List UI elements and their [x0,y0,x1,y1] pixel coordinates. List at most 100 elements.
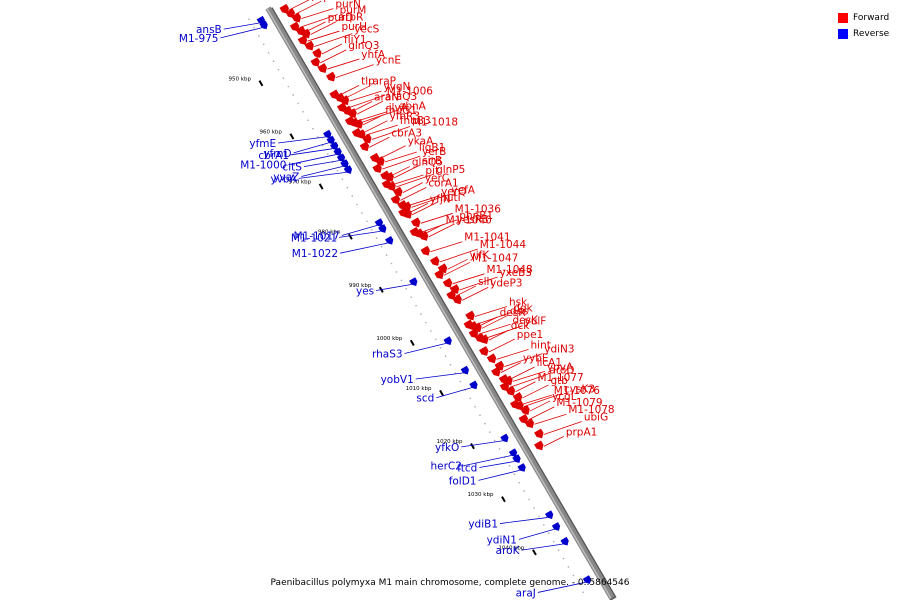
map-caption: Paenibacillus polymyxa M1 main chromosom… [270,578,630,588]
gene-arrow [512,392,523,402]
forward-gene-label: purF [323,0,347,3]
leader-line [402,182,423,193]
tick-label: 960 kbp [259,129,282,135]
forward-gene-label: purN [335,0,361,11]
leader-line [384,151,418,163]
gene-arrow [393,186,403,197]
gene-arrow [500,433,509,443]
gene-arrow [326,135,335,145]
gene-arrow [518,413,529,424]
forward-gene-label: araP [372,76,396,88]
reverse-gene-label: yfkO [435,442,459,454]
forward-gene-label: M1-1006 [387,85,434,97]
tick-label: 1010 kbp [406,386,432,392]
gene-arrow [465,310,475,321]
leader-line [461,440,503,448]
reverse-gene-label: ansB [196,24,222,36]
leader-line [523,393,563,407]
reverse-gene-label: citS [282,162,302,174]
leader-line [320,49,347,64]
forward-gene-label: prpA1 [566,426,598,438]
leader-line [376,284,412,291]
gene-arrow [560,536,569,546]
leader-line [406,195,440,207]
leader-line [295,0,322,15]
leader-line [301,8,334,19]
forward-gene-label: gtb [551,375,569,387]
forward-gene-label: hutI [440,192,461,204]
reverse-gene-label: yvaZ [273,171,299,183]
forward-gene-label: ydeP3 [490,277,522,289]
leader-line [459,276,498,291]
reverse-gene-label: araJ [516,587,536,599]
tick-mark [501,496,506,503]
leader-line [351,101,373,112]
gene-arrow [460,365,469,375]
leader-line [298,171,346,179]
forward-gene-label: yhfA [361,49,386,61]
gene-arrow [385,235,394,245]
forward-gene-label: aroD [549,364,574,376]
leader-line [496,348,529,360]
leader-line [529,400,551,412]
leader-line [223,22,259,30]
leader-line [478,469,520,481]
forward-gene-label: purM [340,4,367,16]
leader-line [519,394,552,406]
leader-line [543,436,564,447]
forward-gene-label: ycgL [552,391,577,403]
gene-arrow [443,336,452,345]
gene-arrow [372,163,382,173]
gene-arrow [289,21,300,32]
forward-gene-label: M1-1018 [412,117,458,129]
gene-arrow [512,454,521,463]
gene-arrow [375,156,385,166]
forward-gene-label: fliY1 [344,34,367,46]
leader-line [509,374,548,388]
leader-line [508,366,535,381]
leader-line [528,406,555,421]
forward-gene-label: ubiG [584,412,608,424]
forward-gene-label: dgk [513,302,533,314]
forward-genes: purLpurFpurNpurMpurDarpRpurHyecSfliY1gln… [279,0,615,451]
reverse-gene-label: yobV1 [381,374,414,386]
leader-line [299,14,338,28]
leader-line [365,124,398,136]
reverse-gene-label: yes [356,285,374,297]
leader-line [327,58,360,70]
gene-arrow [317,63,327,73]
gene-arrow [390,194,401,205]
leader-line [439,248,478,263]
leader-line [303,160,339,167]
gene-arrow [544,510,554,519]
tick-label: 980 kbp [318,230,341,236]
forward-gene-label: ykaA [408,136,435,148]
gene-arrow [300,28,311,39]
forward-gene-label: tlp [361,75,375,87]
reverse-gene-label: M1-1022 [292,248,338,260]
leader-line [504,353,543,368]
tick-label: 990 kbp [349,283,372,289]
forward-gene-label: hsk [509,297,528,309]
forward-gene-label: araQ3 [385,91,417,103]
leader-line [369,136,390,148]
gene-arrow [333,147,342,157]
forward-gene-label: purL [311,0,335,2]
forward-gene-label: licA1 [537,357,562,369]
forward-gene-label: pit [425,165,439,177]
reverse-gene-label: rhaS3 [372,348,403,360]
gene-arrow [410,217,421,228]
gene-arrow [310,56,320,67]
forward-gene-label: hint [531,339,551,351]
leader-line [341,225,377,236]
tick-label: 1020 kbp [437,439,463,445]
forward-gene-label: fhuB3 [400,115,431,127]
leader-line [518,528,555,540]
gene-arrow [339,95,350,106]
forward-gene-label: des [510,305,529,317]
legend: Forward Reverse [838,10,889,42]
leader-line [379,145,406,160]
leader-line [407,202,429,214]
gene-arrow [409,277,418,286]
leader-line [395,173,435,188]
